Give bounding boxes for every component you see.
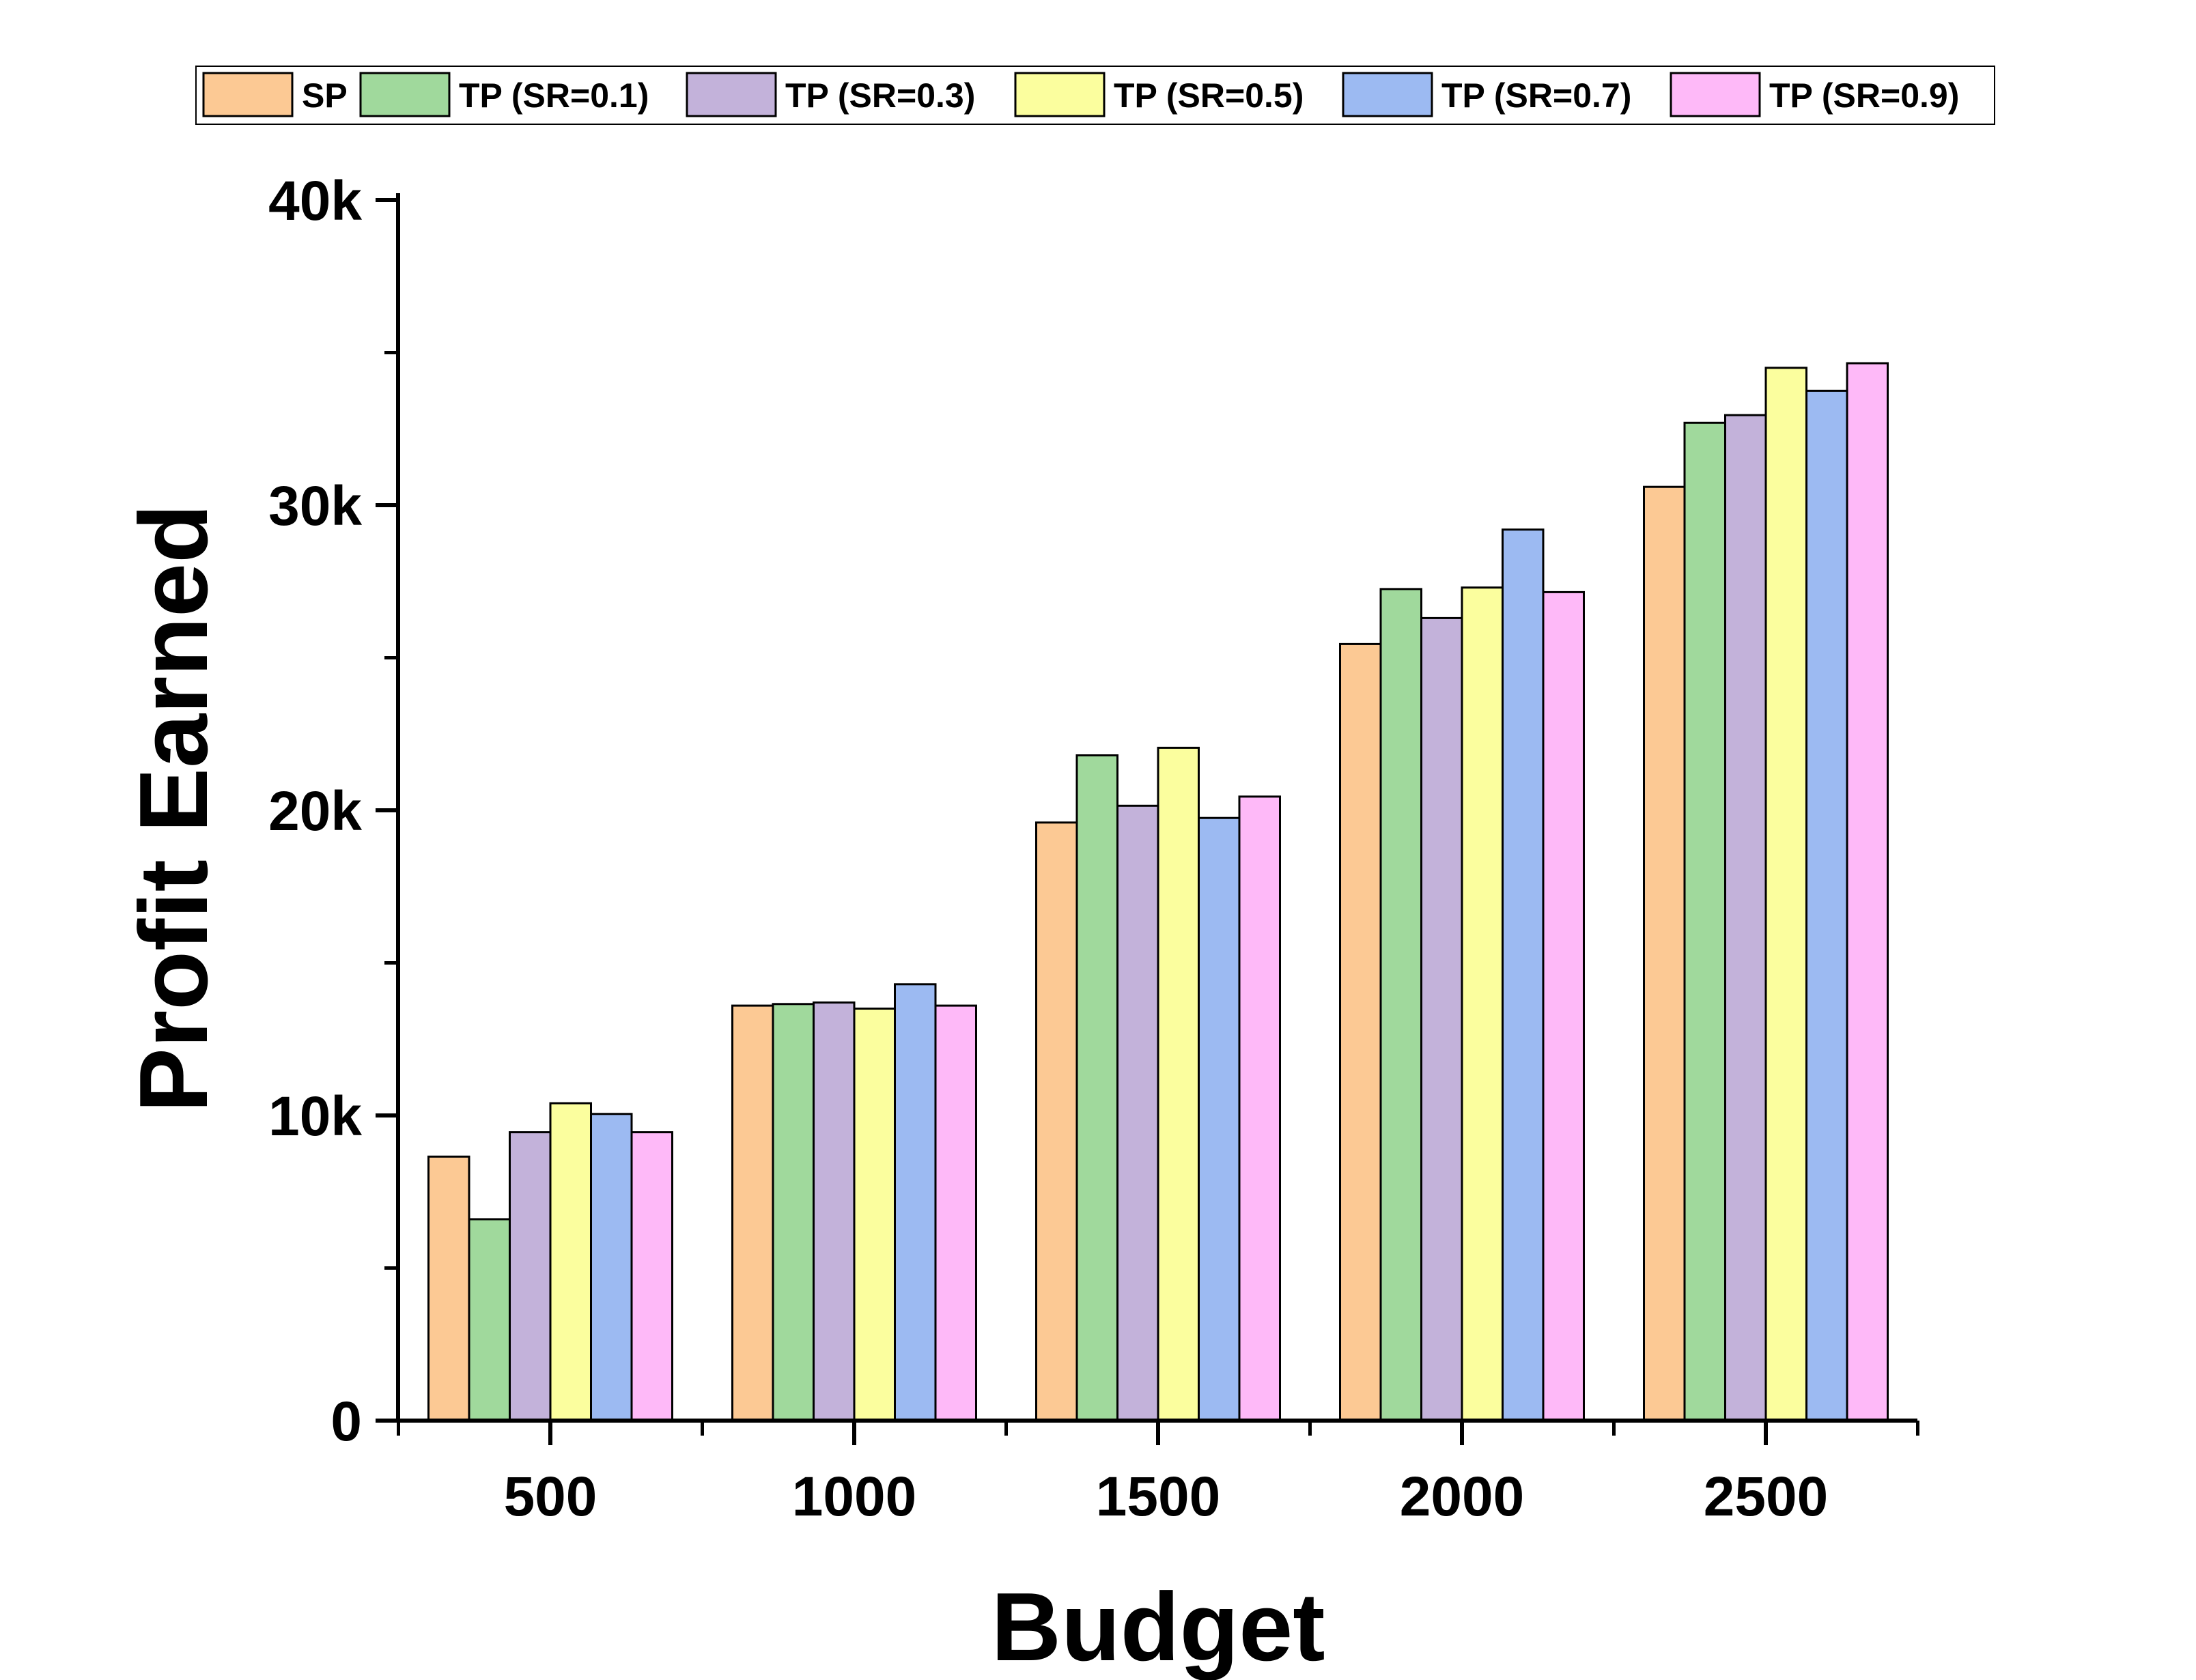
bar-tp-sr-0-7-1500 <box>1198 816 1241 1422</box>
x-tick-label: 2500 <box>1704 1466 1828 1528</box>
bar-tp-sr-0-1-1500 <box>1075 754 1118 1422</box>
bar-tp-sr-0-5-2000 <box>1461 586 1504 1422</box>
bar-tp-sr-0-9-2000 <box>1542 590 1585 1422</box>
legend-label-tp-sr-0-1: TP (SR=0.1) <box>459 76 649 115</box>
x-axis: 500 1000 1500 2000 2500 <box>396 1419 1919 1528</box>
bar-tp-sr-0-5-500 <box>549 1102 592 1422</box>
bar-sp-1500 <box>1035 821 1078 1422</box>
bar-sp-1000 <box>731 1004 774 1422</box>
legend-label-tp-sr-0-9: TP (SR=0.9) <box>1769 76 1959 115</box>
legend-label-tp-sr-0-5: TP (SR=0.5) <box>1114 76 1304 115</box>
x-axis-title: Budget <box>991 1573 1325 1680</box>
plot-area: 0 10k 20k 30k 40k 500 1000 1500 2000 2500 <box>268 170 1919 1528</box>
x-tick-label: 2000 <box>1400 1466 1524 1528</box>
bar-tp-sr-0-3-1000 <box>813 1001 856 1422</box>
bar-tp-sr-0-9-1500 <box>1238 795 1281 1422</box>
bar-sp-2500 <box>1643 485 1686 1422</box>
legend-swatch-tp-sr-0-1 <box>359 72 451 117</box>
bar-tp-sr-0-3-2500 <box>1724 414 1767 1422</box>
bar-sp-2000 <box>1339 642 1382 1422</box>
legend: SP TP (SR=0.1) TP (SR=0.3) TP (SR=0.5) TP (S… <box>195 66 1995 125</box>
bar-tp-sr-0-7-2000 <box>1502 528 1545 1422</box>
y-tick-label: 0 <box>330 1391 362 1453</box>
y-tick-label: 40k <box>268 170 362 232</box>
bar-tp-sr-0-1-2500 <box>1683 421 1726 1422</box>
bars <box>427 362 1889 1422</box>
y-axis: 0 10k 20k 30k 40k <box>268 170 400 1453</box>
bar-tp-sr-0-9-1000 <box>934 1004 977 1422</box>
y-axis-title: Profit Earned <box>119 504 228 1113</box>
bar-tp-sr-0-7-2500 <box>1805 389 1848 1422</box>
bar-tp-sr-0-3-1500 <box>1116 804 1159 1422</box>
legend-label-tp-sr-0-3: TP (SR=0.3) <box>785 76 975 115</box>
legend-swatch-tp-sr-0-5 <box>1014 72 1106 117</box>
bar-tp-sr-0-9-2500 <box>1846 362 1889 1422</box>
legend-label-tp-sr-0-7: TP (SR=0.7) <box>1441 76 1631 115</box>
bar-tp-sr-0-1-1000 <box>772 1003 815 1422</box>
bar-tp-sr-0-3-500 <box>509 1131 552 1422</box>
legend-swatch-tp-sr-0-7 <box>1342 72 1433 117</box>
legend-frame <box>195 66 1995 125</box>
x-tick-label: 500 <box>504 1466 597 1528</box>
y-tick-label: 10k <box>268 1085 362 1148</box>
bar-tp-sr-0-5-1500 <box>1157 746 1200 1422</box>
x-tick-label: 1000 <box>792 1466 916 1528</box>
legend-swatch-sp <box>202 72 294 117</box>
legend-swatch-tp-sr-0-9 <box>1670 72 1761 117</box>
legend-label-sp: SP <box>302 76 348 115</box>
x-tick-label: 1500 <box>1096 1466 1220 1528</box>
bar-tp-sr-0-3-2000 <box>1420 616 1463 1422</box>
bar-tp-sr-0-7-500 <box>590 1113 633 1422</box>
bar-tp-sr-0-7-1000 <box>894 983 937 1422</box>
y-tick-label: 30k <box>268 475 362 537</box>
bar-tp-sr-0-1-2000 <box>1379 588 1422 1422</box>
bar-tp-sr-0-9-500 <box>630 1131 673 1422</box>
bar-tp-sr-0-5-2500 <box>1764 367 1807 1422</box>
y-tick-label: 20k <box>268 780 362 842</box>
bar-tp-sr-0-5-1000 <box>853 1008 896 1422</box>
bar-sp-500 <box>427 1155 470 1422</box>
legend-swatch-tp-sr-0-3 <box>686 72 777 117</box>
bar-tp-sr-0-1-500 <box>468 1218 511 1422</box>
